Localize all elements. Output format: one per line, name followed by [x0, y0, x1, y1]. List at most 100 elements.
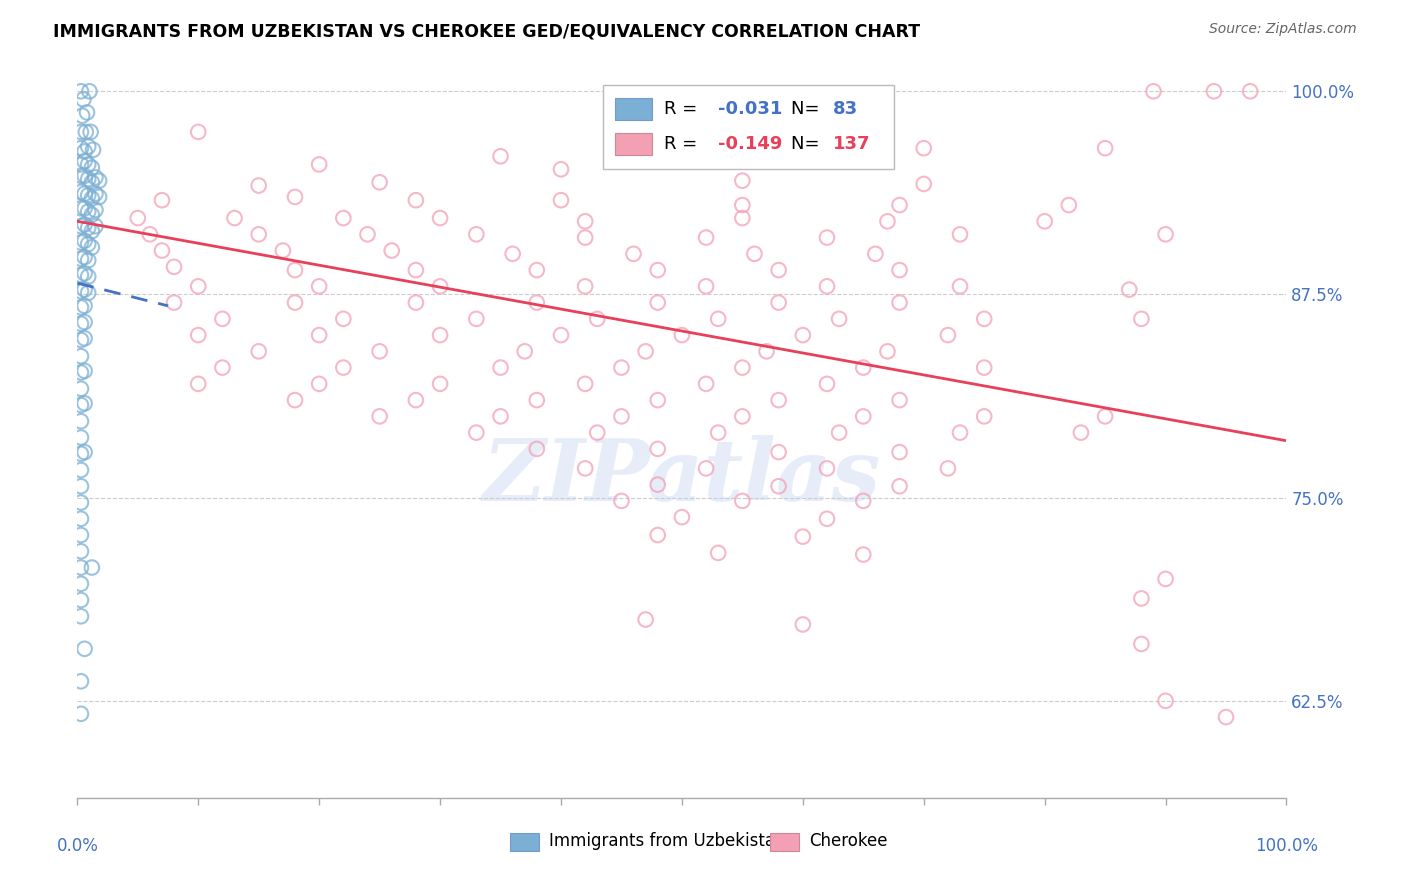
Point: [610, 494, 633, 508]
Point: [70, 125, 93, 139]
Point: [574, 230, 596, 244]
Point: [73, 315, 96, 329]
Point: [77, 157, 100, 171]
Point: [70, 284, 93, 298]
Point: [73, 154, 96, 169]
Point: [949, 227, 972, 242]
Point: [150, 244, 173, 258]
Point: [84, 202, 107, 217]
Point: [70, 414, 93, 428]
Point: [671, 510, 693, 524]
Point: [70, 317, 93, 331]
Point: [308, 328, 330, 343]
Point: [84, 186, 107, 201]
Point: [1215, 710, 1237, 724]
Point: [429, 376, 451, 391]
Point: [815, 376, 838, 391]
Point: [150, 193, 173, 207]
Point: [70, 366, 93, 380]
Point: [949, 279, 972, 293]
Point: [77, 139, 100, 153]
Point: [502, 247, 524, 261]
Point: [405, 393, 427, 408]
Point: [1154, 694, 1177, 708]
Point: [187, 279, 209, 293]
Point: [889, 479, 911, 493]
Point: [936, 461, 959, 475]
Point: [1130, 591, 1153, 606]
Point: [550, 193, 572, 207]
Point: [80, 208, 103, 222]
Point: [70, 382, 93, 396]
Text: 137: 137: [832, 135, 870, 153]
Point: [768, 263, 790, 277]
Point: [70, 495, 93, 509]
Point: [73, 234, 96, 248]
Point: [889, 263, 911, 277]
Point: [1070, 425, 1092, 440]
Point: [70, 84, 93, 98]
Point: [73, 250, 96, 264]
Point: [70, 609, 93, 624]
Text: Cherokee: Cherokee: [808, 831, 887, 850]
Point: [73, 202, 96, 216]
Point: [70, 398, 93, 412]
Point: [949, 425, 972, 440]
Point: [284, 393, 307, 408]
Point: [163, 260, 186, 274]
Point: [973, 360, 995, 375]
Point: [187, 328, 209, 343]
Point: [73, 266, 96, 280]
Point: [405, 295, 427, 310]
Point: [73, 331, 96, 345]
Point: [247, 227, 270, 242]
Point: [695, 376, 717, 391]
Point: [550, 162, 572, 177]
Point: [647, 393, 669, 408]
Point: [574, 279, 596, 293]
Point: [271, 244, 294, 258]
Point: [889, 198, 911, 212]
Point: [792, 617, 814, 632]
FancyBboxPatch shape: [616, 133, 652, 154]
Point: [76, 105, 98, 120]
Point: [792, 328, 814, 343]
Point: [429, 211, 451, 225]
Point: [755, 344, 778, 359]
Point: [70, 463, 93, 477]
Point: [1130, 311, 1153, 326]
Point: [70, 219, 93, 234]
Point: [610, 360, 633, 375]
Point: [852, 409, 875, 424]
Text: N=: N=: [790, 135, 825, 153]
Point: [368, 175, 391, 189]
Point: [332, 311, 354, 326]
Point: [550, 328, 572, 343]
Point: [731, 211, 754, 225]
Point: [647, 528, 669, 542]
Point: [744, 247, 766, 261]
Point: [187, 125, 209, 139]
Point: [70, 157, 93, 171]
Point: [77, 172, 100, 186]
Point: [77, 253, 100, 268]
Point: [70, 479, 93, 493]
Point: [912, 141, 935, 155]
Point: [865, 247, 887, 261]
Point: [247, 344, 270, 359]
Point: [707, 311, 730, 326]
Point: [852, 494, 875, 508]
Point: [84, 219, 107, 234]
Point: [876, 344, 898, 359]
FancyBboxPatch shape: [616, 98, 652, 120]
Point: [73, 299, 96, 313]
Point: [356, 227, 378, 242]
Point: [768, 479, 790, 493]
Point: [647, 477, 669, 491]
Point: [77, 220, 100, 235]
Point: [815, 279, 838, 293]
Point: [70, 560, 93, 574]
Point: [70, 576, 93, 591]
Point: [80, 161, 103, 175]
Point: [647, 442, 669, 456]
